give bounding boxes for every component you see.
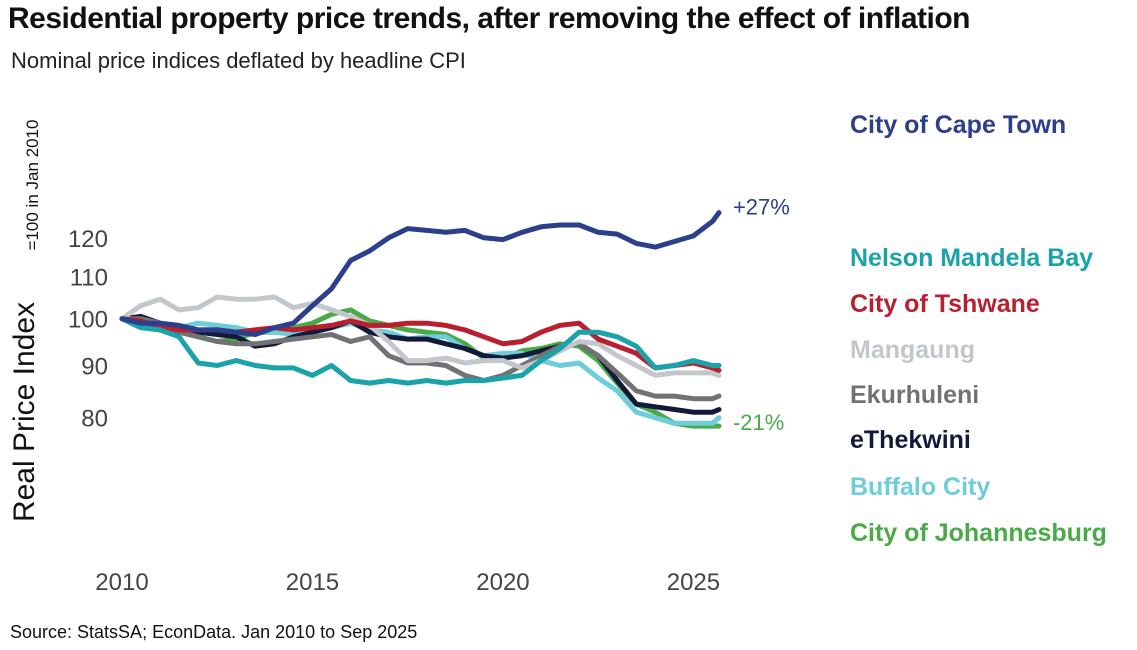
legend-label-mangaung: Mangaung <box>850 336 975 364</box>
series-line-nelson-mandela-bay <box>119 316 722 386</box>
legend-label-ethekwini: eThekwini <box>850 426 971 454</box>
chart-title: Residential property price trends, after… <box>8 2 971 35</box>
legend-label-city-of-cape-town: City of Cape Town <box>850 111 1066 139</box>
y-axis-label: Real Price Index <box>8 302 41 522</box>
legend-label-buffalo-city: Buffalo City <box>850 473 990 501</box>
series-line-ethekwini <box>119 314 722 415</box>
x-tick-label-2015: 2015 <box>286 569 339 596</box>
y-tick-label-110: 110 <box>70 264 108 291</box>
source-note: Source: StatsSA; EconData. Jan 2010 to S… <box>10 622 418 642</box>
annotation-city-of-johannesburg: -21% <box>733 410 784 435</box>
legend-label-city-of-johannesburg: City of Johannesburg <box>850 519 1107 547</box>
legend-label-nelson-mandela-bay: Nelson Mandela Bay <box>850 244 1093 272</box>
x-tick-label-2025: 2025 <box>667 569 720 596</box>
y-tick-label-100: 100 <box>68 307 108 334</box>
series-line-city-of-cape-town <box>119 210 722 337</box>
chart-subtitle: Nominal price indices deflated by headli… <box>11 48 466 73</box>
x-tick-label-2020: 2020 <box>476 569 529 596</box>
series-line-city-of-johannesburg <box>119 307 722 429</box>
y-tick-label-80: 80 <box>81 406 108 433</box>
x-tick-label-2010: 2010 <box>95 569 148 596</box>
y-axis-note: =100 in Jan 2010 <box>23 120 42 251</box>
annotation-city-of-cape-town: +27% <box>733 195 790 220</box>
y-tick-label-90: 90 <box>81 353 108 380</box>
y-tick-label-120: 120 <box>68 226 108 253</box>
legend-label-ekurhuleni: Ekurhuleni <box>850 381 979 409</box>
legend-label-city-of-tshwane: City of Tshwane <box>850 290 1040 318</box>
series-line-mangaung <box>119 294 722 378</box>
